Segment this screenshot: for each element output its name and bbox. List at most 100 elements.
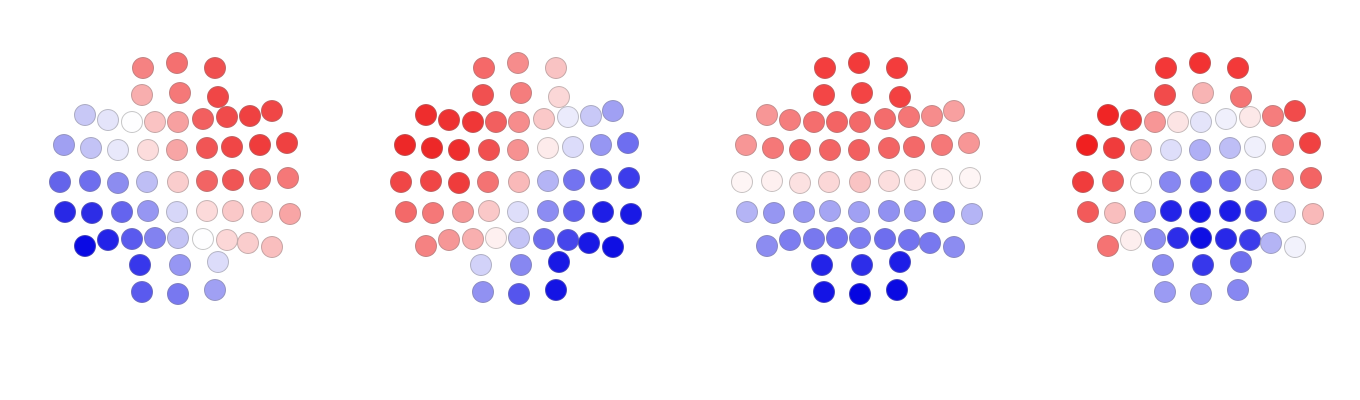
- data-dot: [144, 111, 166, 133]
- data-dot: [1302, 203, 1324, 225]
- data-dot: [819, 139, 841, 161]
- data-dot: [904, 169, 926, 191]
- data-dot: [580, 105, 602, 127]
- data-dot: [438, 229, 460, 251]
- data-dot: [74, 104, 96, 126]
- data-dot: [851, 82, 873, 104]
- data-dot: [537, 170, 559, 192]
- data-dot: [1192, 82, 1214, 104]
- data-dot: [1190, 283, 1212, 305]
- data-dot: [448, 172, 470, 194]
- data-dot: [1160, 200, 1182, 222]
- data-dot: [1167, 111, 1189, 133]
- data-dot: [420, 170, 442, 192]
- data-dot: [204, 279, 226, 301]
- data-dot: [803, 111, 825, 133]
- data-dot: [1097, 235, 1119, 257]
- data-dot: [137, 200, 159, 222]
- data-dot: [507, 201, 529, 223]
- data-dot: [166, 201, 188, 223]
- data-dot: [508, 227, 530, 249]
- data-dot: [1072, 171, 1094, 193]
- data-dot: [421, 137, 443, 159]
- data-dot: [1134, 201, 1156, 223]
- data-dot: [1077, 201, 1099, 223]
- data-dot: [121, 111, 143, 133]
- data-dot: [563, 169, 585, 191]
- data-dot: [438, 109, 460, 131]
- data-dot: [931, 134, 953, 156]
- data-dot: [207, 251, 229, 273]
- data-dot: [470, 254, 492, 276]
- data-dot: [1215, 108, 1237, 130]
- data-dot: [813, 281, 835, 303]
- data-dot: [81, 202, 103, 224]
- data-dot: [79, 170, 101, 192]
- data-dot: [548, 251, 570, 273]
- data-dot: [1219, 200, 1241, 222]
- data-dot: [478, 200, 500, 222]
- data-dot: [394, 134, 416, 156]
- data-dot: [563, 200, 585, 222]
- data-dot: [1300, 167, 1322, 189]
- data-dot: [803, 228, 825, 250]
- data-dot: [793, 201, 815, 223]
- data-dot: [762, 137, 784, 159]
- data-dot: [167, 283, 189, 305]
- data-dot: [811, 254, 833, 276]
- data-dot: [826, 227, 848, 249]
- data-dot: [533, 108, 555, 130]
- data-dot: [395, 201, 417, 223]
- data-dot: [137, 139, 159, 161]
- data-dot: [508, 283, 530, 305]
- data-dot: [789, 139, 811, 161]
- data-dot: [537, 137, 559, 159]
- data-dot: [1159, 171, 1181, 193]
- data-dot: [1189, 139, 1211, 161]
- data-dot: [1190, 111, 1212, 133]
- data-dot: [415, 104, 437, 126]
- data-dot: [167, 171, 189, 193]
- data-dot: [1104, 202, 1126, 224]
- data-dot: [814, 57, 836, 79]
- data-dot: [592, 201, 614, 223]
- data-dot: [943, 236, 965, 258]
- data-dot: [903, 136, 925, 158]
- data-dot: [169, 254, 191, 276]
- data-dot: [1239, 106, 1261, 128]
- data-dot: [878, 170, 900, 192]
- data-dot: [1144, 228, 1166, 250]
- data-dot: [618, 167, 640, 189]
- data-dot: [1154, 281, 1176, 303]
- data-dot: [1130, 139, 1152, 161]
- data-dot: [507, 52, 529, 74]
- data-dot: [548, 86, 570, 108]
- data-dot: [779, 229, 801, 251]
- data-dot: [819, 200, 841, 222]
- data-dot: [131, 84, 153, 106]
- data-dot: [849, 171, 871, 193]
- data-dot: [1284, 100, 1306, 122]
- data-dot: [390, 171, 412, 193]
- data-dot: [959, 167, 981, 189]
- data-dot: [557, 106, 579, 128]
- data-dot: [921, 105, 943, 127]
- data-dot: [1245, 200, 1267, 222]
- data-dot: [204, 57, 226, 79]
- data-dot: [878, 137, 900, 159]
- data-dot: [222, 200, 244, 222]
- data-dot: [889, 86, 911, 108]
- data-dot: [1219, 170, 1241, 192]
- data-dot: [54, 201, 76, 223]
- data-dot: [131, 281, 153, 303]
- data-dot: [111, 201, 133, 223]
- data-dot: [415, 235, 437, 257]
- data-dot: [590, 168, 612, 190]
- data-dot: [276, 132, 298, 154]
- data-dot: [107, 172, 129, 194]
- data-dot: [889, 251, 911, 273]
- data-dot: [761, 170, 783, 192]
